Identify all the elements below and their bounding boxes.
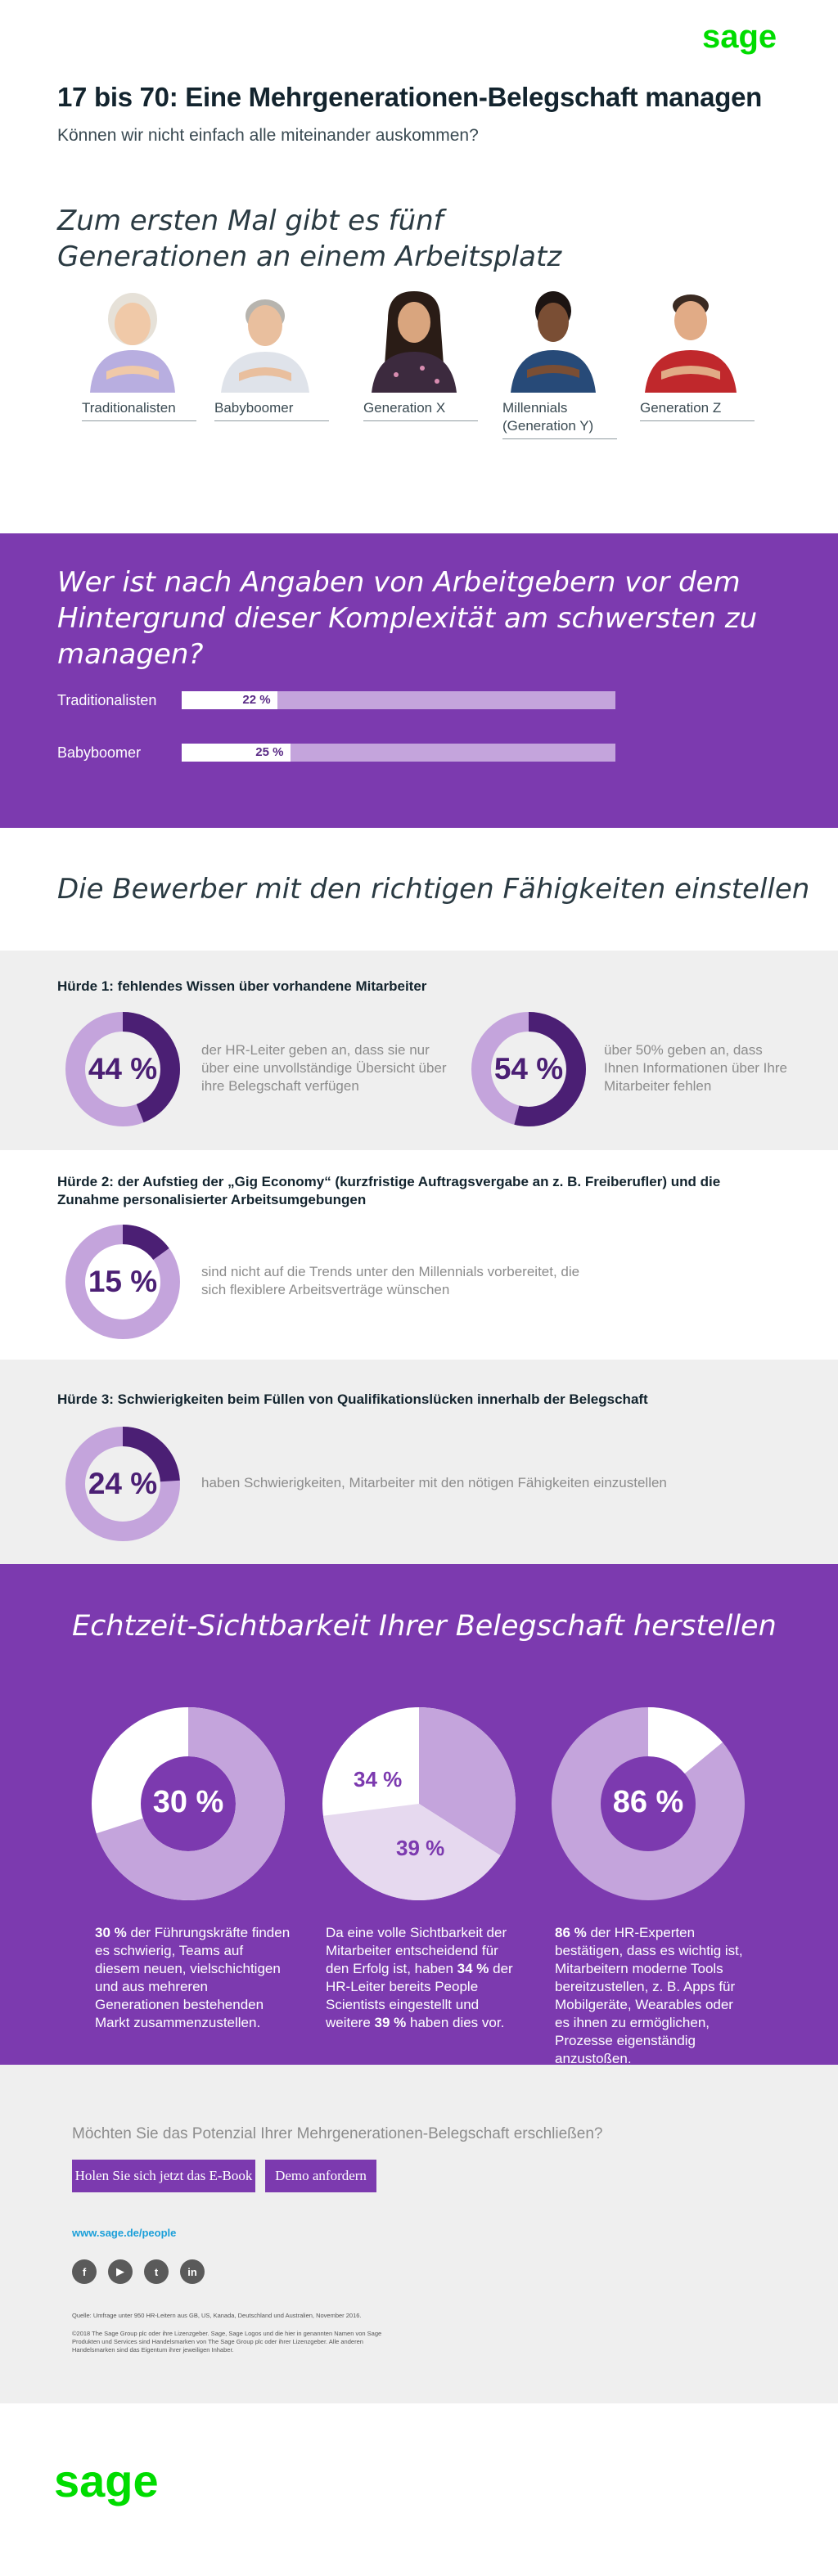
generation-label: Traditionalisten — [82, 399, 196, 421]
chart2-desc-bold1: 34 % — [457, 1961, 489, 1976]
chart1-description: 30 % der Führungskräfte finden es schwie… — [95, 1924, 291, 2032]
pie-label-39: 39 % — [396, 1836, 445, 1860]
website-link[interactable]: www.sage.de/people — [72, 2227, 177, 2239]
generation-label: Generation Z — [640, 399, 755, 421]
generations-heading: Zum ersten Mal gibt es fünf Generationen… — [57, 205, 562, 273]
donut-86 — [552, 1707, 745, 1900]
donut-description: der HR-Leiter geben an, dass sie nur übe… — [201, 1042, 447, 1094]
generation-label: Millennials (Generation Y) — [502, 399, 617, 439]
donut-24 — [65, 1427, 180, 1541]
young-man-icon — [645, 294, 737, 393]
bar-label-babyboomer: Babyboomer — [57, 744, 142, 761]
chart3-desc-text: der HR-Experten bestätigen, dass es wich… — [555, 1925, 743, 2066]
sage-logo: sage — [702, 20, 777, 55]
chart2-desc-bold2: 39 % — [374, 2015, 407, 2030]
chart3-desc-bold: 86 % — [555, 1925, 587, 1940]
bar-track: 25 % — [182, 744, 615, 762]
chart1-desc-bold: 30 % — [95, 1925, 127, 1940]
bar-value: 25 % — [255, 745, 284, 759]
difficulty-section — [0, 533, 838, 828]
page-title: 17 bis 70: Eine Mehrgenerationen-Belegsc… — [57, 82, 762, 112]
bar-track: 22 % — [182, 691, 615, 709]
donut-value: 15 % — [88, 1265, 158, 1298]
donut-30 — [92, 1707, 285, 1900]
sage-logo-bottom: sage — [54, 2457, 159, 2506]
pie-34-39 — [322, 1707, 516, 1900]
bar-value: 22 % — [242, 693, 271, 707]
source-note: Quelle: Umfrage unter 950 HR-Leitern aus… — [72, 2312, 362, 2319]
hurdle1-title: Hürde 1: fehlendes Wissen über vorhanden… — [57, 978, 427, 994]
donut-value: 30 % — [152, 1785, 224, 1819]
twitter-icon[interactable]: t — [144, 2259, 169, 2284]
chart2-desc-pre: Da eine volle Sichtbarkeit der Mitarbeit… — [326, 1925, 507, 1976]
visibility-heading: Echtzeit-Sichtbarkeit Ihrer Belegschaft … — [72, 1610, 777, 1643]
ebook-button[interactable]: Holen Sie sich jetzt das E-Book — [72, 2160, 255, 2192]
donut-value: 24 % — [88, 1467, 158, 1500]
youtube-icon[interactable]: ▶ — [108, 2259, 133, 2284]
linkedin-icon[interactable]: in — [180, 2259, 205, 2284]
donut-54 — [471, 1012, 586, 1126]
donut-description: sind nicht auf die Trends unter den Mill… — [201, 1264, 580, 1297]
donut-description: über 50% geben an, dass Ihnen Informatio… — [604, 1042, 787, 1094]
senior-man-icon — [221, 299, 309, 393]
bar-label-traditionalisten: Traditionalisten — [57, 692, 157, 708]
pie-slice-39 — [322, 1804, 501, 1900]
generation-label: Babyboomer — [214, 399, 329, 421]
page-subtitle: Können wir nicht einfach alle miteinande… — [57, 126, 479, 145]
senior-woman-icon — [90, 293, 175, 393]
difficulty-heading: Wer ist nach Angaben von Arbeitgebern vo… — [57, 566, 758, 671]
facebook-icon[interactable]: f — [72, 2259, 97, 2284]
demo-button[interactable]: Demo anfordern — [265, 2160, 376, 2192]
pie-label-34: 34 % — [354, 1767, 403, 1792]
chart1-desc-text: der Führungskräfte finden es schwierig, … — [95, 1925, 291, 2030]
legal-note: ©2018 The Sage Group plc oder ihre Lizen… — [72, 2330, 382, 2353]
cta-question: Möchten Sie das Potenzial Ihrer Mehrgene… — [72, 2125, 603, 2142]
chart3-description: 86 % der HR-Experten bestätigen, dass es… — [555, 1924, 751, 2068]
donut-value: 54 % — [493, 1052, 564, 1086]
skills-heading: Die Bewerber mit den richtigen Fähigkeit… — [57, 873, 810, 906]
chart2-desc-mid: der HR-Leiter bereits People Scientists … — [326, 1961, 513, 2030]
sage-logo-text: sage — [702, 20, 777, 55]
bar-fill-traditionalisten: 22 % — [182, 691, 277, 709]
woman-icon — [511, 291, 596, 393]
donut-description: haben Schwierigkeiten, Mitarbeiter mit d… — [201, 1475, 667, 1490]
donut-15 — [65, 1225, 180, 1339]
person-generation-x: Generation X — [363, 286, 478, 421]
person-millennials: Millennials (Generation Y) — [502, 286, 617, 439]
generation-label: Generation X — [363, 399, 478, 421]
chart2-desc-post: haben dies vor. — [406, 2015, 505, 2030]
hurdle2-title: Hürde 2: der Aufstieg der „Gig Economy“ … — [57, 1174, 721, 1207]
woman-icon — [372, 291, 457, 393]
sage-logo-text: sage — [54, 2457, 159, 2506]
cta-section — [0, 2065, 838, 2403]
donut-44 — [65, 1012, 180, 1126]
donut-value: 86 % — [612, 1785, 684, 1819]
pie-slice-34 — [419, 1707, 516, 1856]
donut-value: 44 % — [88, 1052, 158, 1086]
bar-fill-babyboomer: 25 % — [182, 744, 291, 762]
hurdle3-title: Hürde 3: Schwierigkeiten beim Füllen von… — [57, 1391, 648, 1407]
person-generation-z: Generation Z — [640, 286, 755, 421]
chart2-description: Da eine volle Sichtbarkeit der Mitarbeit… — [326, 1924, 522, 2032]
person-traditionalisten: Traditionalisten — [82, 286, 196, 421]
person-babyboomer: Babyboomer — [214, 286, 329, 421]
